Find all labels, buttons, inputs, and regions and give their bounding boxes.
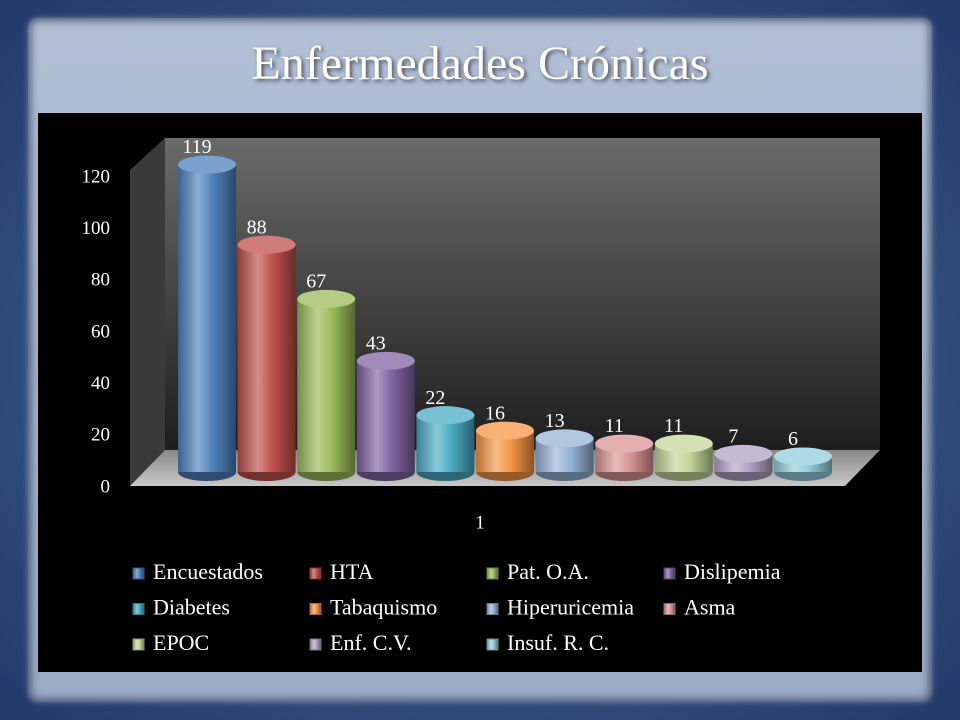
bar	[237, 235, 296, 481]
value-label: 88	[247, 216, 267, 238]
y-tick-label: 60	[91, 321, 110, 342]
bar	[595, 434, 654, 481]
value-label: 6	[788, 428, 798, 450]
legend-label: Insuf. R. C.	[507, 630, 609, 655]
bar	[774, 447, 832, 481]
value-label: 43	[366, 333, 386, 355]
bar-body	[178, 164, 236, 473]
bar-top	[535, 429, 594, 448]
bar	[416, 406, 475, 481]
legend-swatch	[663, 567, 676, 580]
y-tick-label: 100	[82, 218, 111, 239]
bar	[535, 429, 594, 481]
bar	[476, 421, 534, 481]
bar-top	[774, 447, 832, 466]
bar	[178, 155, 236, 481]
side-wall	[130, 138, 165, 486]
legend-label: HTA	[330, 559, 374, 584]
bar-top	[476, 421, 534, 440]
bar-top	[178, 155, 236, 174]
value-label: 11	[605, 415, 624, 437]
bar	[654, 434, 713, 481]
bar-top	[595, 434, 654, 453]
legend-swatch	[309, 603, 322, 615]
legend-label: EPOC	[153, 630, 209, 655]
bar	[356, 351, 415, 481]
bar-body	[297, 298, 356, 472]
bar-top	[297, 289, 356, 308]
legend-swatch	[132, 603, 145, 615]
y-tick-label: 20	[91, 425, 110, 446]
bar-top	[416, 406, 475, 425]
bar-top	[356, 351, 415, 370]
legend-label: Hiperuricemia	[507, 595, 634, 620]
legend-label: Asma	[684, 595, 736, 620]
legend-label: Diabetes	[153, 595, 230, 620]
legend-label: Enf. C.V.	[330, 630, 412, 655]
legend-label: Dislipemia	[684, 559, 781, 584]
legend-swatch	[486, 638, 499, 651]
legend-swatch	[663, 603, 676, 615]
chart-title: Enfermedades Crónicas	[251, 37, 708, 90]
bar-body	[356, 360, 415, 472]
bar-body	[416, 415, 475, 472]
x-tick-label: 1	[475, 512, 485, 533]
y-tick-label: 80	[91, 270, 110, 291]
legend-swatch	[309, 567, 322, 580]
bar-top	[714, 444, 773, 463]
bar-top	[237, 235, 296, 254]
legend-swatch	[132, 567, 145, 580]
legend-label: Encuestados	[153, 559, 263, 584]
bar-top	[654, 434, 713, 453]
bar	[714, 444, 773, 481]
y-tick-label: 120	[82, 166, 111, 187]
y-tick-label: 40	[91, 373, 110, 394]
legend-label: Tabaquismo	[330, 595, 437, 620]
bar	[297, 289, 356, 481]
value-label: 67	[306, 271, 326, 293]
bar-body	[237, 244, 296, 472]
value-label: 11	[664, 415, 683, 437]
legend-swatch	[486, 603, 499, 615]
legend-label: Pat. O.A.	[507, 559, 589, 584]
value-label: 22	[425, 387, 445, 409]
value-label: 7	[728, 426, 738, 448]
legend-swatch	[486, 567, 499, 580]
legend-swatch	[309, 638, 322, 651]
legend-swatch	[132, 638, 145, 651]
y-tick-label: 0	[101, 476, 111, 497]
value-label: 16	[485, 402, 505, 424]
value-label: 13	[545, 410, 565, 432]
value-label: 119	[182, 136, 211, 158]
